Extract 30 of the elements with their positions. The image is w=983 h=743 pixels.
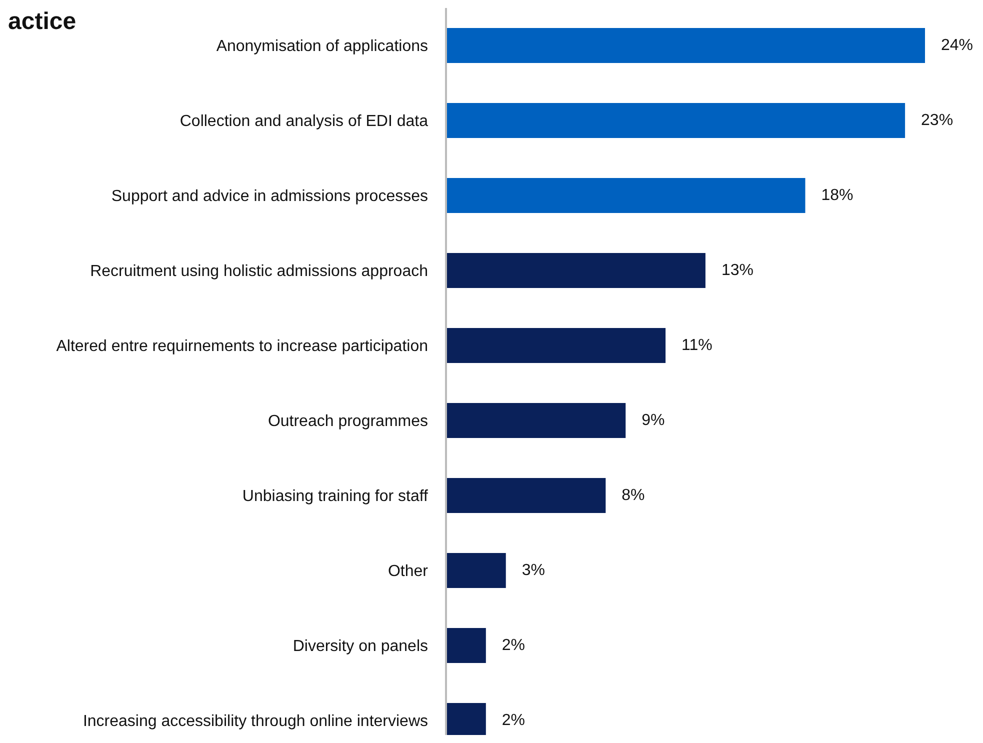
y-tick-label: Increasing accessibility through online interviews	[82, 713, 428, 730]
y-tick-label: Outreach programmes	[268, 413, 428, 430]
bar	[446, 628, 486, 663]
y-tick-label: Other	[388, 563, 429, 580]
y-tick-label: Collection and analysis of EDI data	[180, 113, 428, 130]
bar	[446, 103, 906, 138]
bar	[446, 253, 706, 288]
bar	[446, 403, 626, 438]
data-label: 8%	[622, 487, 645, 504]
data-label: 3%	[522, 562, 545, 579]
data-label: 2%	[502, 712, 526, 729]
y-tick-label: Altered entre requirnements to increase participation	[56, 338, 428, 356]
bar	[446, 178, 806, 213]
bar	[446, 478, 606, 513]
bar	[446, 28, 925, 63]
y-tick-label: Unbiasing training for staff	[242, 488, 429, 506]
data-label: 9%	[642, 412, 665, 429]
data-label: 23%	[921, 112, 954, 129]
bar	[446, 328, 666, 363]
y-tick-label: Recruitment using holistic admissions approach	[90, 263, 428, 280]
y-tick-label: Diversity on panels	[292, 638, 428, 656]
text: actice	[8, 8, 76, 36]
data-label: 11%	[682, 337, 712, 354]
bar	[446, 553, 506, 588]
data-label: 18%	[821, 187, 854, 204]
data-label: 2%	[502, 637, 526, 654]
y-tick-label: Anonymisation of applications	[216, 38, 428, 56]
data-label: 24%	[941, 37, 974, 54]
data-label: 13%	[721, 262, 754, 279]
y-tick-label: Support and advice in admissions processes	[111, 188, 428, 206]
